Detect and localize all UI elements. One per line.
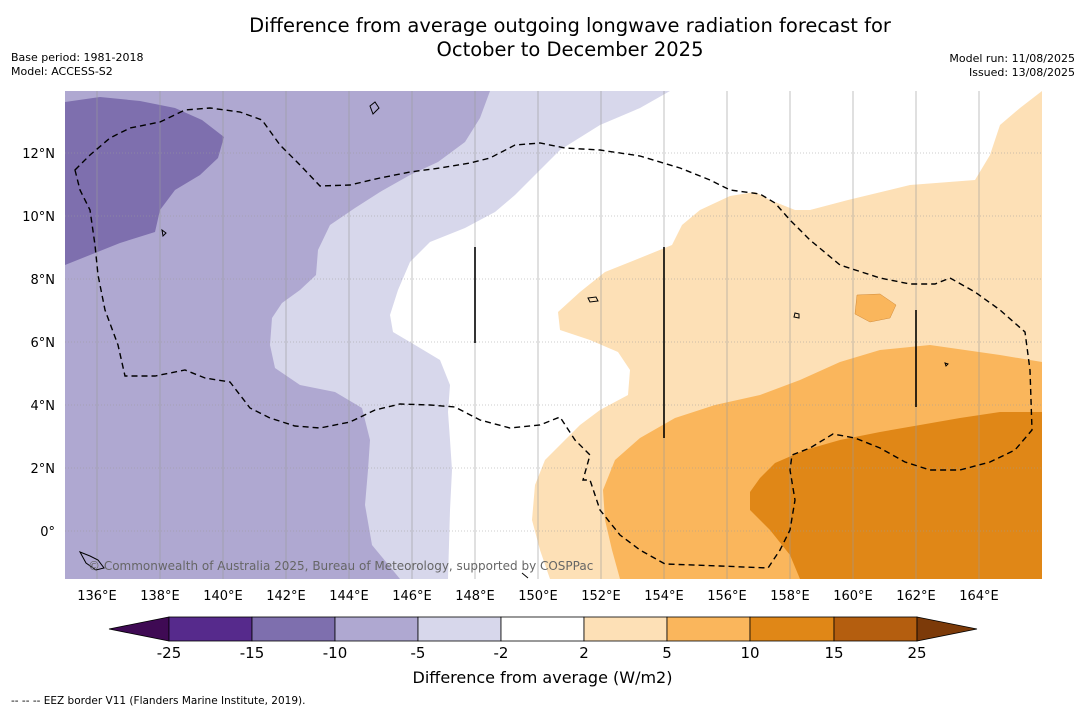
colorbar-tick-label: 5 [662,644,672,662]
colorbar-swatch [334,616,419,642]
small-islands [78,101,949,579]
lat-label: 2°N [31,462,56,477]
colorbar-tick-label: -15 [240,644,265,662]
model-run-date: Model run: 11/08/2025 [949,52,1075,65]
lon-label: 158°E [770,589,810,604]
lon-label: 156°E [707,589,747,604]
lon-label: 160°E [833,589,873,604]
lon-label: 150°E [518,589,558,604]
title-line-1: Difference from average outgoing longwav… [249,14,891,37]
colorbar-swatch [749,616,835,642]
lat-label: 4°N [31,399,56,414]
colorbar-tick-labels: -25 -15 -10 -5 -2 2 5 10 15 25 [157,644,927,662]
colorbar-swatch [168,616,253,642]
shade-minus-10-to-minus-5 [65,91,490,579]
shade-minus-15-to-minus-10 [65,97,224,265]
colorbar-swatch [833,616,918,642]
lon-label: 140°E [203,589,243,604]
eez-border-west [74,107,1033,569]
colorbar-tick-label: 2 [579,644,589,662]
map-title: Difference from average outgoing longwav… [0,14,1085,62]
lat-label: 0° [40,525,55,540]
island-features [474,247,917,438]
latitude-labels: 12°N 10°N 8°N 6°N 4°N 2°N 0° [22,147,55,540]
gridlines [65,91,1042,579]
eez-legend-note: -- -- -- EEZ border V11 (Flanders Marine… [11,695,306,707]
colorbar-swatch [251,616,336,642]
colorbar [108,616,978,642]
lon-label: 164°E [959,589,999,604]
longitude-labels: 136°E 138°E 140°E 142°E 144°E 146°E 148°… [77,589,999,604]
colorbar-tick-label: 10 [740,644,759,662]
copyright-notice: © Commonwealth of Australia 2025, Bureau… [88,559,593,573]
shade-5-to-10-blob [854,293,897,323]
lon-label: 148°E [455,589,495,604]
lon-label: 152°E [581,589,621,604]
colorbar-swatch [500,616,585,642]
colorbar-title: Difference from average (W/m2) [412,668,673,687]
lat-label: 8°N [31,273,56,288]
colorbar-tick-label: -25 [157,644,182,662]
base-period: Base period: 1981-2018 [11,51,144,64]
colorbar-swatch [583,616,668,642]
lon-label: 146°E [392,589,432,604]
shade-10-to-15 [750,412,1042,579]
lon-label: 154°E [644,589,684,604]
lon-label: 136°E [77,589,117,604]
colorbar-swatch [666,616,751,642]
lat-label: 12°N [22,147,55,162]
colorbar-tick-label: -2 [494,644,509,662]
lon-label: 138°E [140,589,180,604]
model-info: Base period: 1981-2018 Model: ACCESS-S2 [11,51,143,79]
colorbar-extend-high [916,616,978,642]
lon-label: 144°E [329,589,369,604]
title-line-2: October to December 2025 [436,38,704,61]
colorbar-tick-label: -10 [323,644,348,662]
issued-date: Issued: 13/08/2025 [968,66,1075,79]
lon-label: 142°E [266,589,306,604]
map-area [65,91,1042,579]
colorbar-tick-label: 25 [907,644,926,662]
lon-label: 162°E [896,589,936,604]
colorbar-tick-label: -5 [411,644,426,662]
lat-label: 6°N [31,336,56,351]
lat-label: 10°N [22,210,55,225]
colorbar-swatch [417,616,502,642]
run-info: Model run: 11/08/2025 Issued: 13/08/2025 [949,52,1075,80]
model-name: Model: ACCESS-S2 [11,65,113,78]
colorbar-tick-label: 15 [824,644,843,662]
colorbar-extend-low [108,616,170,642]
